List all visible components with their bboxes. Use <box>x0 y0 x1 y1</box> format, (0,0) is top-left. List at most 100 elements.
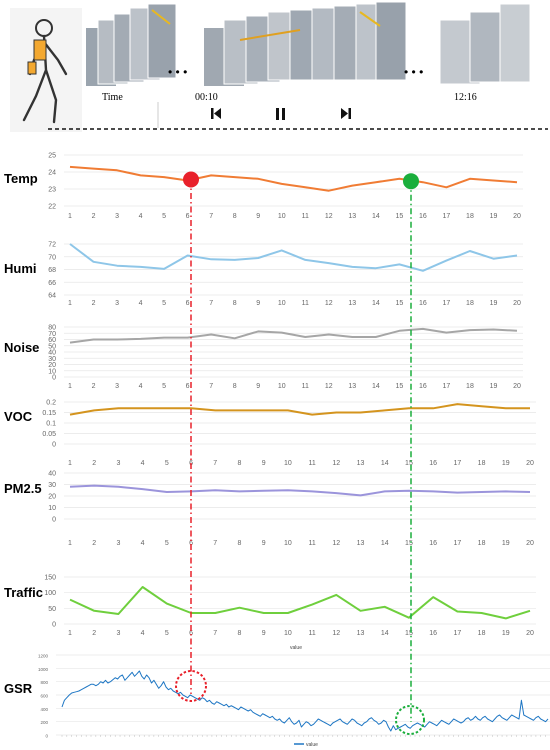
voc-xtick-label: 16 <box>429 460 437 467</box>
gsr-ytick-label: 200 <box>40 720 48 725</box>
temp-xtick-label: 13 <box>348 213 356 220</box>
video-frames-group-1 <box>86 3 177 86</box>
traffic-xtick-label: 10 <box>284 630 292 637</box>
time-label-start: Time <box>102 92 123 103</box>
humi-series-line <box>69 243 518 272</box>
temp-xtick-label: 3 <box>115 213 119 220</box>
gsr-ytick-label: 400 <box>40 707 48 712</box>
pm25-xtick-label: 17 <box>453 540 461 547</box>
voc-xtick-label: 3 <box>116 460 120 467</box>
temp-xtick-label: 11 <box>302 213 309 220</box>
temp-xtick-label: 15 <box>395 213 403 220</box>
traffic-xtick-label: 5 <box>165 630 169 637</box>
pm25-series-line <box>69 484 531 497</box>
noise-xtick-label: 16 <box>419 383 427 390</box>
voc-xtick-label: 12 <box>332 460 340 467</box>
voc-xtick-label: 1 <box>68 460 72 467</box>
pm25-ytick-label: 30 <box>48 482 56 489</box>
noise-xtick-label: 10 <box>278 383 286 390</box>
noise-xtick-label: 9 <box>256 383 260 390</box>
humi-ytick-label: 68 <box>48 267 56 274</box>
chart-title-traffic: Traffic <box>4 585 43 600</box>
temp-xtick-label: 6 <box>186 213 190 220</box>
pause-icon[interactable] <box>276 108 285 120</box>
voc-xtick-label: 8 <box>238 460 242 467</box>
temp-xtick-label: 16 <box>419 213 427 220</box>
noise-xtick-label: 11 <box>302 383 309 390</box>
pm25-xtick-label: 18 <box>478 540 486 547</box>
temp-ytick-label: 23 <box>48 187 56 194</box>
noise-xtick-label: 3 <box>115 383 119 390</box>
temp-xtick-label: 5 <box>162 213 166 220</box>
voc-xtick-label: 13 <box>357 460 365 467</box>
chart-title-noise: Noise <box>4 340 39 355</box>
voc-xtick-label: 14 <box>381 460 389 467</box>
traffic-xtick-label: 16 <box>429 630 437 637</box>
voc-xtick-label: 9 <box>262 460 266 467</box>
voc-xtick-label: 5 <box>165 460 169 467</box>
traffic-xtick-label: 15 <box>405 630 413 637</box>
traffic-xtick-label: 20 <box>526 630 534 637</box>
pm25-xtick-label: 14 <box>381 540 389 547</box>
traffic-xtick-label: 13 <box>357 630 365 637</box>
voc-xtick-label: 17 <box>453 460 461 467</box>
humi-xtick-label: 1 <box>68 300 72 307</box>
humi-ytick-label: 70 <box>48 254 56 261</box>
humi-xtick-label: 16 <box>419 300 427 307</box>
video-frames-group-2 <box>204 1 407 86</box>
pm25-xtick-label: 8 <box>238 540 242 547</box>
ellipsis-2: • • • <box>404 65 423 79</box>
humi-xtick-label: 19 <box>490 300 498 307</box>
green-highlight-circle <box>395 705 425 735</box>
humi-xtick-label: 5 <box>162 300 166 307</box>
pm25-xtick-label: 16 <box>429 540 437 547</box>
gsr-legend: value <box>294 742 318 748</box>
red-marker-dot <box>183 171 199 188</box>
traffic-xtick-label: 4 <box>141 630 145 637</box>
traffic-ytick-label: 0 <box>52 622 56 629</box>
pm25-xtick-label: 13 <box>357 540 365 547</box>
voc-xtick-label: 20 <box>526 460 534 467</box>
traffic-xtick-label: 3 <box>116 630 120 637</box>
temp-xtick-label: 9 <box>256 213 260 220</box>
traffic-xtick-label: 17 <box>453 630 461 637</box>
pm25-xtick-label: 20 <box>526 540 534 547</box>
noise-xtick-label: 18 <box>466 383 474 390</box>
noise-xtick-label: 14 <box>372 383 380 390</box>
temp-ytick-label: 25 <box>48 153 56 160</box>
humi-xtick-label: 4 <box>139 300 143 307</box>
chart-title-pm25: PM2.5 <box>4 481 42 496</box>
noise-xtick-label: 1 <box>68 383 72 390</box>
voc-xtick-label: 19 <box>502 460 510 467</box>
humi-xtick-label: 7 <box>209 300 213 307</box>
voc-ytick-label: 0.15 <box>42 410 56 417</box>
pm25-xtick-label: 2 <box>92 540 96 547</box>
voc-ytick-label: 0 <box>52 442 56 449</box>
traffic-xtick-label: 19 <box>502 630 510 637</box>
noise-xtick-label: 6 <box>186 383 190 390</box>
traffic-xtick-label: 14 <box>381 630 389 637</box>
humi-ytick-label: 72 <box>48 242 56 249</box>
voc-ytick-label: 0.2 <box>46 400 56 407</box>
noise-xtick-label: 19 <box>490 383 498 390</box>
walking-person-with-sensors-icon <box>10 8 82 132</box>
traffic-xtick-label: 9 <box>262 630 266 637</box>
temp-xtick-label: 17 <box>443 213 451 220</box>
green-marker-dot <box>403 173 419 190</box>
skip-back-icon[interactable] <box>211 108 221 119</box>
temp-ytick-label: 22 <box>48 204 56 211</box>
noise-xtick-label: 13 <box>348 383 356 390</box>
humi-xtick-label: 10 <box>278 300 286 307</box>
pm25-xtick-label: 19 <box>502 540 510 547</box>
skip-forward-icon[interactable] <box>341 108 351 119</box>
temp-xtick-label: 10 <box>278 213 286 220</box>
pm25-xtick-label: 12 <box>332 540 340 547</box>
humi-ytick-label: 64 <box>48 293 56 300</box>
gsr-ytick-label: 600 <box>40 694 48 699</box>
noise-xtick-label: 8 <box>233 383 237 390</box>
voc-xtick-label: 7 <box>213 460 217 467</box>
pm25-xtick-label: 6 <box>189 540 193 547</box>
noise-xtick-label: 2 <box>92 383 96 390</box>
pm25-xtick-label: 3 <box>116 540 120 547</box>
noise-ytick-label: 0 <box>52 375 56 382</box>
